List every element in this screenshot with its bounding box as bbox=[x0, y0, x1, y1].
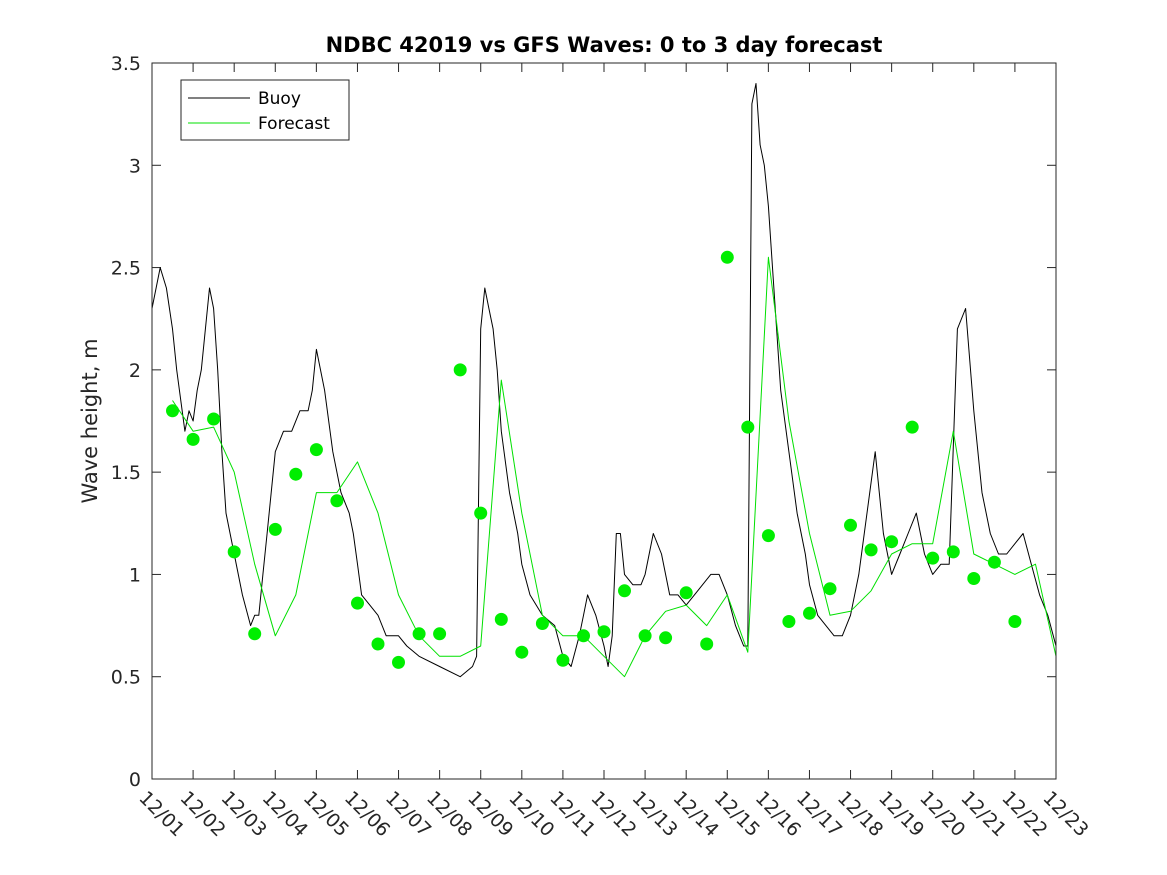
forecast-marker bbox=[926, 551, 940, 565]
forecast-marker bbox=[248, 627, 262, 641]
forecast-marker bbox=[474, 506, 488, 520]
forecast-marker bbox=[761, 529, 775, 543]
forecast-marker bbox=[166, 404, 179, 418]
forecast-marker bbox=[330, 494, 344, 508]
y-tick-label: 2.5 bbox=[111, 258, 141, 280]
forecast-marker bbox=[885, 535, 899, 549]
legend: Buoy Forecast bbox=[180, 79, 350, 141]
forecast-marker bbox=[823, 582, 837, 596]
forecast-marker bbox=[412, 627, 426, 641]
forecast-marker bbox=[309, 443, 323, 457]
y-tick-label: 3.5 bbox=[111, 53, 141, 75]
forecast-marker bbox=[289, 467, 303, 481]
y-tick-label: 3 bbox=[129, 155, 141, 177]
forecast-marker bbox=[207, 412, 221, 426]
forecast-marker bbox=[946, 545, 960, 559]
y-tick-label: 0 bbox=[129, 769, 141, 791]
forecast-marker bbox=[268, 522, 282, 536]
forecast-marker bbox=[803, 606, 816, 620]
forecast-marker bbox=[864, 543, 878, 557]
forecast-marker bbox=[535, 617, 549, 630]
forecast-marker bbox=[597, 625, 611, 639]
forecast-marker bbox=[741, 420, 755, 434]
forecast-marker bbox=[392, 655, 405, 669]
legend-label-forecast: Forecast bbox=[258, 114, 330, 134]
y-tick-label: 1 bbox=[129, 564, 141, 586]
forecast-marker bbox=[987, 555, 1001, 569]
legend-box bbox=[180, 79, 350, 141]
plot-frame bbox=[151, 62, 1057, 780]
forecast-marker bbox=[700, 637, 714, 651]
forecast-marker bbox=[905, 420, 919, 434]
forecast-marker bbox=[782, 615, 796, 628]
forecast-marker bbox=[618, 584, 631, 598]
forecast-marker bbox=[351, 596, 364, 610]
legend-label-buoy: Buoy bbox=[258, 89, 301, 109]
forecast-markers bbox=[166, 250, 1022, 669]
series-layer bbox=[151, 83, 1057, 678]
forecast-marker bbox=[494, 612, 508, 626]
y-tick-label: 0.5 bbox=[111, 667, 141, 689]
forecast-marker bbox=[227, 545, 241, 559]
chart-title: NDBC 42019 vs GFS Waves: 0 to 3 day fore… bbox=[326, 33, 883, 57]
forecast-marker bbox=[967, 572, 981, 585]
forecast-marker bbox=[433, 627, 447, 641]
series-line-buoy bbox=[151, 83, 1057, 678]
forecast-marker bbox=[1008, 615, 1022, 628]
plot-area bbox=[152, 63, 1056, 779]
forecast-marker bbox=[556, 653, 570, 667]
forecast-marker bbox=[515, 645, 529, 659]
forecast-marker bbox=[844, 518, 857, 532]
forecast-marker bbox=[186, 432, 200, 446]
y-tick-label: 1.5 bbox=[111, 462, 141, 484]
forecast-marker bbox=[659, 631, 673, 645]
forecast-marker bbox=[453, 363, 467, 377]
series-line-forecast bbox=[172, 256, 1057, 678]
y-tick-label: 2 bbox=[129, 360, 141, 382]
forecast-marker bbox=[638, 629, 652, 643]
forecast-marker bbox=[371, 637, 385, 651]
forecast-marker bbox=[679, 586, 693, 600]
y-axis-label: Wave height, m bbox=[78, 338, 102, 503]
forecast-marker bbox=[577, 629, 590, 643]
forecast-marker bbox=[720, 250, 734, 264]
